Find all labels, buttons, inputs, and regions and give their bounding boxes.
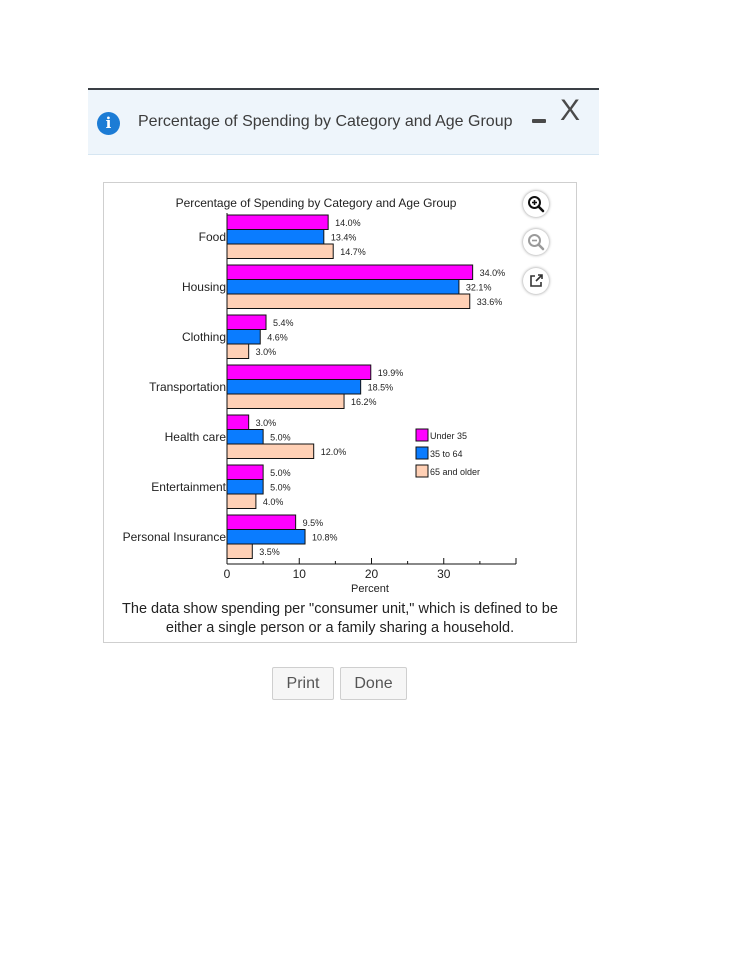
zoom-out-icon	[528, 234, 545, 251]
data-label-1-1: 32.1%	[466, 283, 492, 293]
bar-2-4	[226, 443, 315, 459]
data-label-0-6: 9.5%	[303, 518, 324, 528]
category-label-food: Food	[199, 230, 226, 244]
data-label-1-0: 13.4%	[331, 233, 357, 243]
data-label-0-4: 3.0%	[256, 418, 277, 428]
bar-0-4	[226, 414, 250, 430]
data-label-0-0: 14.0%	[335, 218, 361, 228]
bar-2-2	[226, 343, 250, 359]
dialog-top-rule	[88, 88, 599, 90]
x-tick-label-0: 0	[224, 567, 231, 581]
chart-title: Percentage of Spending by Category and A…	[176, 196, 457, 210]
minimize-icon[interactable]	[532, 119, 546, 123]
bar-1-1	[226, 279, 460, 295]
bar-1-5	[226, 479, 264, 495]
dialog-header: i Percentage of Spending by Category and…	[88, 90, 599, 155]
zoom-in-icon	[528, 196, 545, 213]
bar-2-6	[226, 543, 253, 559]
legend-swatch-0	[415, 428, 429, 442]
bar-1-4	[226, 429, 264, 445]
figure-panel: Percentage of Spending by Category and A…	[103, 182, 577, 643]
legend-swatch-1	[415, 446, 429, 460]
x-axis-label: Percent	[351, 583, 389, 593]
data-label-0-5: 5.0%	[270, 468, 291, 478]
bar-0-3	[226, 364, 372, 380]
data-label-2-0: 14.7%	[340, 247, 366, 257]
open-external-button[interactable]	[523, 268, 549, 294]
category-label-housing: Housing	[182, 280, 226, 294]
category-label-personal-insurance: Personal Insurance	[123, 530, 227, 544]
x-tick-label-30: 30	[437, 567, 451, 581]
data-label-2-4: 12.0%	[321, 447, 347, 457]
bar-0-6	[226, 514, 297, 530]
info-icon: i	[97, 112, 120, 135]
x-tick-label-10: 10	[293, 567, 307, 581]
data-label-1-2: 4.6%	[267, 333, 288, 343]
bar-2-0	[226, 243, 334, 259]
data-label-1-6: 10.8%	[312, 533, 338, 543]
legend-label-1: 35 to 64	[430, 449, 463, 459]
data-label-0-2: 5.4%	[273, 318, 294, 328]
data-label-2-2: 3.0%	[256, 347, 277, 357]
done-button[interactable]: Done	[340, 667, 407, 700]
data-label-1-3: 18.5%	[368, 383, 394, 393]
bar-0-1	[226, 264, 474, 280]
dialog-title: Percentage of Spending by Category and A…	[138, 113, 513, 130]
data-label-2-6: 3.5%	[259, 547, 280, 557]
data-label-0-3: 19.9%	[378, 368, 404, 378]
data-label-2-1: 33.6%	[477, 297, 503, 307]
external-link-icon	[530, 274, 543, 287]
print-button[interactable]: Print	[272, 667, 334, 700]
bar-1-3	[226, 379, 362, 395]
data-label-2-5: 4.0%	[263, 497, 284, 507]
bar-0-2	[226, 314, 267, 330]
legend-swatch-2	[415, 464, 429, 478]
chart-caption: The data show spending per "consumer uni…	[122, 601, 558, 636]
bar-0-5	[226, 464, 264, 480]
data-label-0-1: 34.0%	[480, 268, 506, 278]
category-label-clothing: Clothing	[182, 330, 226, 344]
category-label-entertainment: Entertainment	[151, 480, 226, 494]
bar-2-3	[226, 393, 345, 409]
category-label-transportation: Transportation	[149, 380, 226, 394]
bar-chart: Percentage of Spending by Category and A…	[123, 196, 517, 593]
x-tick-label-20: 20	[365, 567, 379, 581]
bar-1-6	[226, 529, 306, 545]
category-label-health-care: Health care	[165, 430, 227, 444]
bar-1-2	[226, 329, 261, 345]
zoom-in-button[interactable]	[523, 191, 549, 217]
bar-0-0	[226, 214, 329, 230]
bar-1-0	[226, 229, 325, 245]
data-label-1-5: 5.0%	[270, 483, 291, 493]
close-icon[interactable]: X	[560, 94, 581, 127]
legend-label-0: Under 35	[430, 431, 467, 441]
bar-2-1	[226, 293, 471, 309]
data-label-1-4: 5.0%	[270, 433, 291, 443]
legend-label-2: 65 and older	[430, 467, 480, 477]
zoom-out-button[interactable]	[523, 229, 549, 255]
data-label-2-3: 16.2%	[351, 397, 377, 407]
bar-2-5	[226, 493, 257, 509]
